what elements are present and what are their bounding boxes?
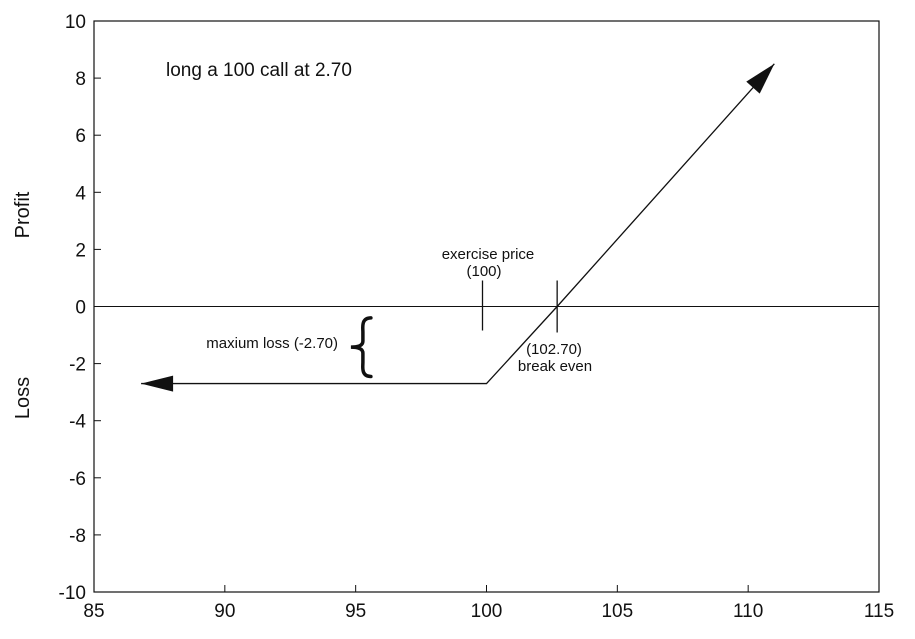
y-tick-label: -4 xyxy=(69,412,86,433)
y-tick-label: -10 xyxy=(59,583,86,604)
y-tick-label: 8 xyxy=(75,69,86,90)
y-axis-label-profit: Profit xyxy=(12,191,34,238)
x-tick-label: 90 xyxy=(214,601,235,622)
x-tick-label: 85 xyxy=(83,601,104,622)
x-tick-label: 115 xyxy=(864,601,894,622)
y-tick-label: -6 xyxy=(69,469,86,490)
y-axis-ticks: -10 -8 -6 -4 -2 0 2 4 6 8 10 xyxy=(59,12,101,604)
y-tick-label: 4 xyxy=(75,183,86,204)
right-arrowhead xyxy=(746,63,775,94)
chart-title: long a 100 call at 2.70 xyxy=(166,60,352,81)
payoff-line xyxy=(141,63,775,385)
x-tick-label: 100 xyxy=(471,601,503,622)
max-loss-brace xyxy=(350,316,373,379)
exercise-price-label: exercise price xyxy=(442,246,535,263)
x-tick-label: 105 xyxy=(601,601,633,622)
x-tick-label: 95 xyxy=(345,601,366,622)
left-arrowhead xyxy=(141,375,174,392)
y-tick-label: 10 xyxy=(65,12,86,33)
exercise-price-value: (100) xyxy=(466,263,501,280)
x-axis-ticks: 85 90 95 100 105 110 115 xyxy=(83,585,894,622)
max-loss-label: maxium loss (-2.70) xyxy=(206,335,338,352)
y-tick-label: 2 xyxy=(75,240,86,261)
break-even-value: (102.70) xyxy=(526,341,582,358)
y-tick-label: 6 xyxy=(75,126,86,147)
y-tick-label: -2 xyxy=(69,355,86,376)
y-tick-label: 0 xyxy=(75,298,86,319)
break-even-label: break even xyxy=(518,358,592,375)
x-tick-label: 110 xyxy=(733,601,763,622)
y-axis-label-loss: Loss xyxy=(12,377,34,419)
y-tick-label: -8 xyxy=(69,526,86,547)
